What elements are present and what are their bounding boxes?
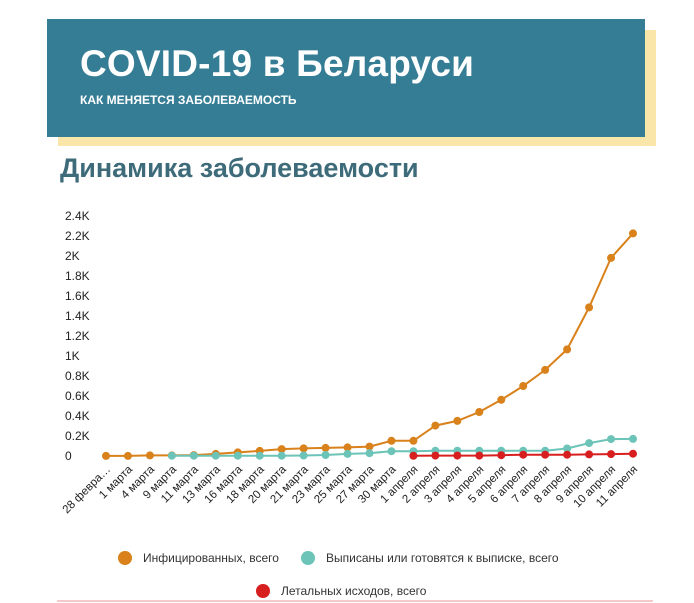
y-tick-label: 0.6K <box>65 389 90 403</box>
bottom-divider <box>57 600 653 602</box>
data-point-series-1 <box>343 443 352 452</box>
data-point-series-1 <box>365 442 374 451</box>
data-point-series-2 <box>233 451 242 460</box>
legend-label-2: Выписаны или готовятся к выписке, всего <box>326 551 559 565</box>
data-point-series-1 <box>453 416 462 425</box>
data-point-series-3 <box>431 451 440 460</box>
y-tick-label: 0.2K <box>65 429 90 443</box>
data-point-series-1 <box>475 408 484 416</box>
y-tick-label: 1.4K <box>65 309 90 323</box>
data-point-series-3 <box>519 450 528 459</box>
data-point-series-2 <box>167 451 176 460</box>
data-point-series-3 <box>607 450 616 459</box>
data-point-series-2 <box>629 434 637 443</box>
data-point-series-1 <box>629 229 637 238</box>
page-title: COVID-19 в Беларуси <box>80 43 475 84</box>
y-tick-label: 0.8K <box>65 369 90 383</box>
y-tick-label: 1.8K <box>65 269 90 283</box>
data-point-series-3 <box>453 451 462 460</box>
line-chart: 0 0.2K 0.4K 0.6K 0.8K 1K 1.2K 1.4K 1.6K 1.8K 2K 2.2… <box>61 209 640 598</box>
data-point-series-2 <box>563 444 572 453</box>
data-point-series-2 <box>585 439 594 448</box>
series-line-2 <box>171 437 634 457</box>
data-point-series-2 <box>387 447 396 456</box>
data-point-series-3 <box>563 450 572 459</box>
data-point-series-1 <box>431 421 440 430</box>
legend-marker-1 <box>118 551 132 565</box>
y-tick-label: 2K <box>65 249 80 263</box>
legend-marker-3 <box>256 584 270 598</box>
y-tick-label: 1.2K <box>65 329 90 343</box>
data-point-series-1 <box>102 451 110 460</box>
header-banner: COVID-19 в Беларуси КАК МЕНЯЕТСЯ ЗАБОЛЕВ… <box>47 19 645 137</box>
data-point-series-1 <box>585 303 594 312</box>
chart-section-title: Динамика заболеваемости <box>60 153 419 183</box>
series-line-1 <box>106 232 634 457</box>
data-point-series-1 <box>409 436 418 445</box>
data-point-series-3 <box>409 451 418 460</box>
legend-marker-2 <box>301 551 315 565</box>
data-point-series-1 <box>541 365 550 374</box>
data-point-series-3 <box>629 449 637 458</box>
data-point-series-3 <box>541 450 550 459</box>
data-point-series-2 <box>189 451 198 460</box>
data-point-series-3 <box>475 451 484 460</box>
data-point-series-3 <box>497 451 506 460</box>
data-point-series-1 <box>277 445 286 454</box>
data-point-series-2 <box>299 451 308 460</box>
data-point-series-1 <box>563 345 572 354</box>
data-point-series-1 <box>607 253 616 262</box>
y-tick-label: 2.2K <box>65 229 90 243</box>
data-point-series-2 <box>211 451 220 460</box>
data-point-series-2 <box>607 435 616 444</box>
page-subtitle: КАК МЕНЯЕТСЯ ЗАБОЛЕВАЕМОСТЬ <box>80 93 297 107</box>
data-point-series-2 <box>321 451 330 459</box>
y-tick-label: 2.4K <box>65 209 90 223</box>
data-point-series-2 <box>255 451 264 460</box>
y-tick-label: 1.6K <box>65 289 90 303</box>
data-point-series-1 <box>145 451 154 460</box>
data-point-series-1 <box>321 443 330 452</box>
data-point-series-3 <box>585 450 594 459</box>
y-tick-label: 0 <box>65 449 72 463</box>
legend-label-1: Инфицированных, всего <box>143 551 279 565</box>
legend-label-3: Летальных исходов, всего <box>281 584 427 598</box>
y-tick-label: 0.4K <box>65 409 90 423</box>
data-point-series-1 <box>519 382 528 390</box>
data-point-series-1 <box>497 395 506 404</box>
data-point-series-2 <box>343 449 352 458</box>
y-tick-label: 1K <box>65 349 80 363</box>
data-point-series-1 <box>123 451 132 460</box>
data-point-series-1 <box>387 436 396 445</box>
data-point-series-2 <box>277 451 286 460</box>
data-point-series-2 <box>365 449 374 458</box>
data-point-series-1 <box>299 444 308 453</box>
